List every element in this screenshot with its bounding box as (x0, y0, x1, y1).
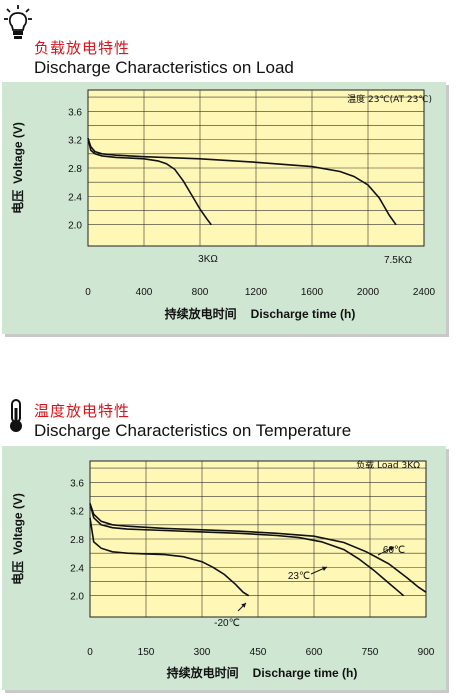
x-tick-label: 400 (136, 287, 153, 298)
x-tick-label: 150 (138, 647, 155, 658)
load-title: Discharge Characteristics on Load (34, 58, 294, 77)
y-axis-label-en: Voltage (V) (11, 122, 25, 184)
y-tick-label: 2.0 (70, 592, 84, 603)
y-tick-label: 2.8 (68, 164, 82, 175)
series-line (87, 137, 397, 226)
load-chart: 0 400 800 1200 1600 2000 2400 2.0 2.4 2.8 3.2 3.6 3K… (10, 89, 436, 321)
chart-note: 温度 23℃(AT 23℃) (347, 93, 432, 105)
temperature-title-cn: 温度放电特性 (34, 402, 131, 420)
x-tick-label: 1200 (245, 287, 268, 298)
y-tick-label: 2.0 (68, 221, 82, 232)
x-axis-label-cn: 持续放电时间 (165, 306, 237, 321)
label-arrowhead (389, 546, 394, 552)
y-tick-label: 2.4 (68, 192, 82, 203)
lightbulb-icon (4, 5, 32, 39)
x-tick-label: 900 (418, 647, 435, 658)
temperature-chart: 0 150 300 450 600 750 900 2.0 2.4 2.8 3.2 3.6 -20℃ 23… (10, 459, 435, 680)
series-label: 7.5KΩ (384, 255, 413, 266)
series-line (89, 503, 405, 597)
y-tick-label: 3.2 (68, 136, 82, 147)
y-tick-label: 2.4 (70, 563, 84, 574)
series-label: 60℃ (383, 545, 405, 556)
series-label: 3KΩ (198, 254, 218, 265)
y-tick-label: 2.8 (70, 535, 84, 546)
y-axis-label: 电压 Voltage (V) (10, 493, 25, 585)
y-axis-label-cn: 电压 (10, 190, 25, 214)
label-arrowhead (322, 566, 327, 571)
label-arrowhead (241, 603, 246, 608)
series-label: -20℃ (214, 618, 240, 629)
x-axis-label-cn: 持续放电时间 (167, 665, 239, 680)
y-tick-label: 3.6 (70, 478, 84, 489)
series-label: 23℃ (288, 571, 310, 582)
y-tick-label: 3.6 (68, 107, 82, 118)
x-tick-label: 2000 (357, 287, 380, 298)
x-tick-label: 800 (192, 287, 209, 298)
temperature-title: Discharge Characteristics on Temperature (34, 421, 352, 440)
load-chart-panel: 0 400 800 1200 1600 2000 2400 2.0 2.4 2.8 3.2 3.6 3K… (2, 82, 446, 334)
x-tick-label: 0 (87, 647, 93, 658)
series-line (89, 517, 250, 597)
x-axis-label: 持续放电时间 Discharge time (h) (165, 306, 356, 321)
x-tick-label: 750 (362, 647, 379, 658)
x-tick-label: 450 (250, 647, 267, 658)
thermometer-icon (10, 399, 22, 432)
x-tick-label: 600 (306, 647, 323, 658)
x-tick-label: 0 (85, 287, 91, 298)
series-line (89, 503, 427, 593)
temperature-chart-panel: 0 150 300 450 600 750 900 2.0 2.4 2.8 3.2 3.6 -20℃ 23… (2, 446, 446, 690)
y-axis-label: 电压 Voltage (V) (10, 122, 25, 214)
x-axis-label: 持续放电时间 Discharge time (h) (167, 665, 358, 680)
load-title-cn: 负载放电特性 (34, 39, 131, 57)
x-axis-label-en: Discharge time (h) (253, 666, 358, 680)
y-axis-label-cn: 电压 (10, 561, 25, 585)
y-tick-label: 3.2 (70, 507, 84, 518)
y-axis-label-en: Voltage (V) (11, 493, 25, 555)
chart-note: 负载 Load 3KΩ (356, 459, 420, 471)
x-tick-label: 1600 (301, 287, 324, 298)
series-line (87, 138, 212, 226)
x-axis-label-en: Discharge time (h) (251, 307, 356, 321)
x-tick-label: 2400 (413, 287, 436, 298)
x-tick-label: 300 (194, 647, 211, 658)
